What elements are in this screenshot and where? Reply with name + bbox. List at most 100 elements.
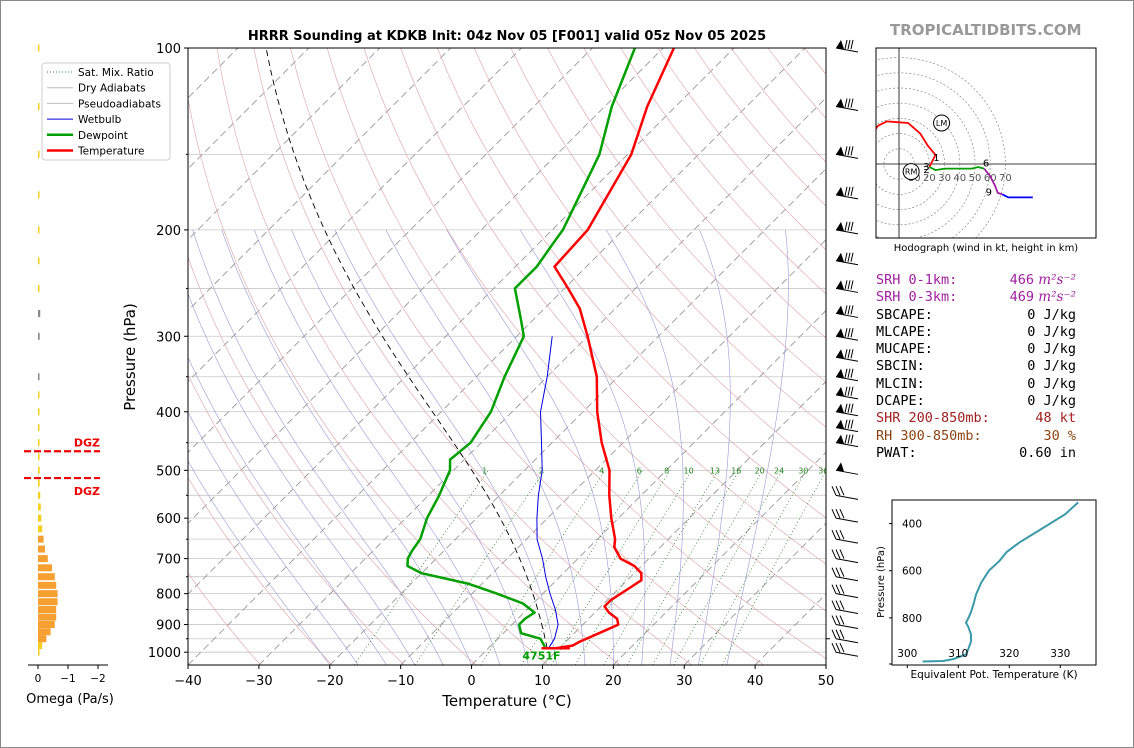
wind-barb-staff — [835, 442, 859, 448]
dry-adiabat-line — [363, 48, 826, 612]
wind-barb-flag — [844, 434, 848, 444]
parameter-row: SBCIN: 0 J/kg — [876, 358, 1076, 375]
dry-adiabat-line — [437, 48, 826, 519]
wind-barb-pennant — [836, 462, 844, 472]
wind-barb-flag — [844, 280, 848, 290]
hodograph-trace — [1001, 193, 1033, 199]
wind-barb-pennant — [836, 186, 844, 196]
skewt-axes: 4751F1002003004005006007008009001000−40−… — [148, 42, 834, 689]
wind-barb-staff — [835, 356, 859, 362]
isotherm-line — [683, 522, 826, 665]
wind-barb-flag — [835, 615, 841, 625]
wind-barb-flag — [839, 508, 845, 519]
x-tick-label: 30 — [676, 674, 693, 689]
wind-barb-pennant — [836, 386, 844, 396]
dry-adiabat-line — [400, 48, 826, 565]
x-tick-label: 40 — [747, 674, 764, 689]
pseudoadiabat-line — [254, 229, 501, 665]
pseudoadiabat-line — [446, 229, 614, 665]
wind-barb-flag — [839, 567, 845, 577]
wind-barb-flag — [850, 221, 854, 231]
skewt-traces — [265, 48, 676, 650]
omega-bar — [38, 590, 58, 598]
x-tick-label: −40 — [174, 674, 201, 689]
wind-barb-staff — [835, 576, 859, 582]
legend-label: Pseudoadiabats — [78, 98, 161, 110]
hodograph-trace — [928, 166, 985, 172]
parameter-row: SBCAPE: 0 J/kg — [876, 307, 1076, 324]
wind-barb-flag — [847, 386, 851, 396]
wind-barb-flag — [847, 328, 851, 338]
omega-x-tick-label: −2 — [90, 673, 105, 685]
wind-barb-flag — [847, 39, 851, 50]
hodograph-ring-label: 70 — [999, 173, 1012, 184]
wind-barb-pennant — [836, 419, 844, 429]
wind-barb-staff — [835, 638, 859, 644]
hodograph-panel: 1020304050607012369LMRM Hodograph (wind … — [875, 47, 1097, 254]
dry-adiabat-line — [326, 48, 826, 660]
wind-barb-pennant — [836, 221, 844, 231]
isotherm-line — [613, 451, 826, 665]
dgz-label: DGZ — [74, 436, 100, 449]
omega-bar — [38, 555, 48, 563]
parameter-label: MLCAPE: — [876, 323, 933, 340]
wind-barb-flag — [831, 549, 837, 559]
theta-e-x-tick-label: 320 — [999, 648, 1019, 660]
omega-bar — [38, 621, 55, 629]
theta-e-y-label: Pressure (hPa) — [876, 546, 887, 618]
parameter-value: 0 J/kg — [1027, 307, 1076, 324]
omega-bar — [38, 503, 41, 511]
wind-barb-staff — [835, 229, 859, 235]
x-tick-label: 20 — [605, 674, 622, 689]
hodograph-ring-label: 20 — [923, 173, 936, 184]
parameters-table: SRH 0-1km: 466 m²s⁻² SRH 0-3km: 469 m²s⁻² SB… — [876, 272, 1076, 462]
wind-barb-flag — [839, 584, 845, 594]
isotherm-line — [400, 239, 826, 665]
omega-bar — [38, 491, 41, 499]
dry-adiabat-line — [290, 48, 764, 665]
parameter-value: 0 J/kg — [1027, 393, 1076, 410]
isotherm-line — [188, 48, 664, 524]
parameter-value: 0 J/kg — [1027, 358, 1076, 375]
wind-barb-flag — [847, 186, 851, 196]
mixing-ratio-line — [414, 470, 546, 665]
wind-barb-staff — [835, 335, 859, 341]
dry-adiabat-line — [583, 48, 826, 339]
wind-barb-flag — [831, 584, 837, 594]
mixing-ratio-label: 20 — [755, 467, 765, 476]
hodograph-ring — [876, 133, 930, 195]
omega-bar — [38, 284, 40, 292]
wind-barb-flag — [850, 403, 854, 413]
omega-bar — [38, 598, 58, 606]
wind-barb-pennant — [836, 280, 844, 290]
parameter-label: SHR 200-850mb: — [876, 410, 990, 427]
wind-barb-staff — [835, 609, 859, 615]
pseudoadiabat-line — [334, 229, 557, 665]
parameter-value: 48 kt — [1035, 410, 1076, 427]
pseudoadiabat-line — [188, 356, 387, 665]
hodograph-ring — [876, 57, 1006, 238]
wind-barb-flag — [831, 486, 837, 496]
wind-barb-flag — [850, 252, 854, 262]
wind-barb-flag — [850, 305, 854, 315]
omega-bar — [38, 439, 40, 447]
wind-barb-staff — [835, 106, 859, 112]
parameter-value: 466 m²s⁻² — [1010, 272, 1076, 289]
hodograph-caption: Hodograph (wind in kt, height in km) — [894, 243, 1079, 254]
mixing-ratio-line — [480, 470, 606, 665]
brand-watermark: TROPICALTIDBITS.COM — [890, 21, 1082, 39]
y-tick-label: 200 — [156, 224, 181, 239]
parameter-number: 48 kt — [1035, 410, 1076, 427]
parameter-label: SBCIN: — [876, 358, 925, 375]
omega-bar — [38, 642, 43, 650]
wind-barb-flag — [850, 368, 854, 378]
hodograph-height-label: 1 — [933, 153, 939, 164]
skewt-x-label: Temperature (°C) — [441, 692, 571, 710]
wind-barb-flag — [844, 403, 848, 413]
isotherm-line — [0, 48, 25, 665]
skewt-diagram: 1 2 4 6 8 10 13 16 20 24 30 36 4751F100200300400500… — [0, 39, 859, 710]
isotherm-line — [542, 380, 826, 665]
theta-e-y-tick-label: 600 — [902, 566, 922, 578]
mixing-ratio-label: 13 — [710, 467, 720, 476]
omega-bar — [38, 525, 43, 533]
